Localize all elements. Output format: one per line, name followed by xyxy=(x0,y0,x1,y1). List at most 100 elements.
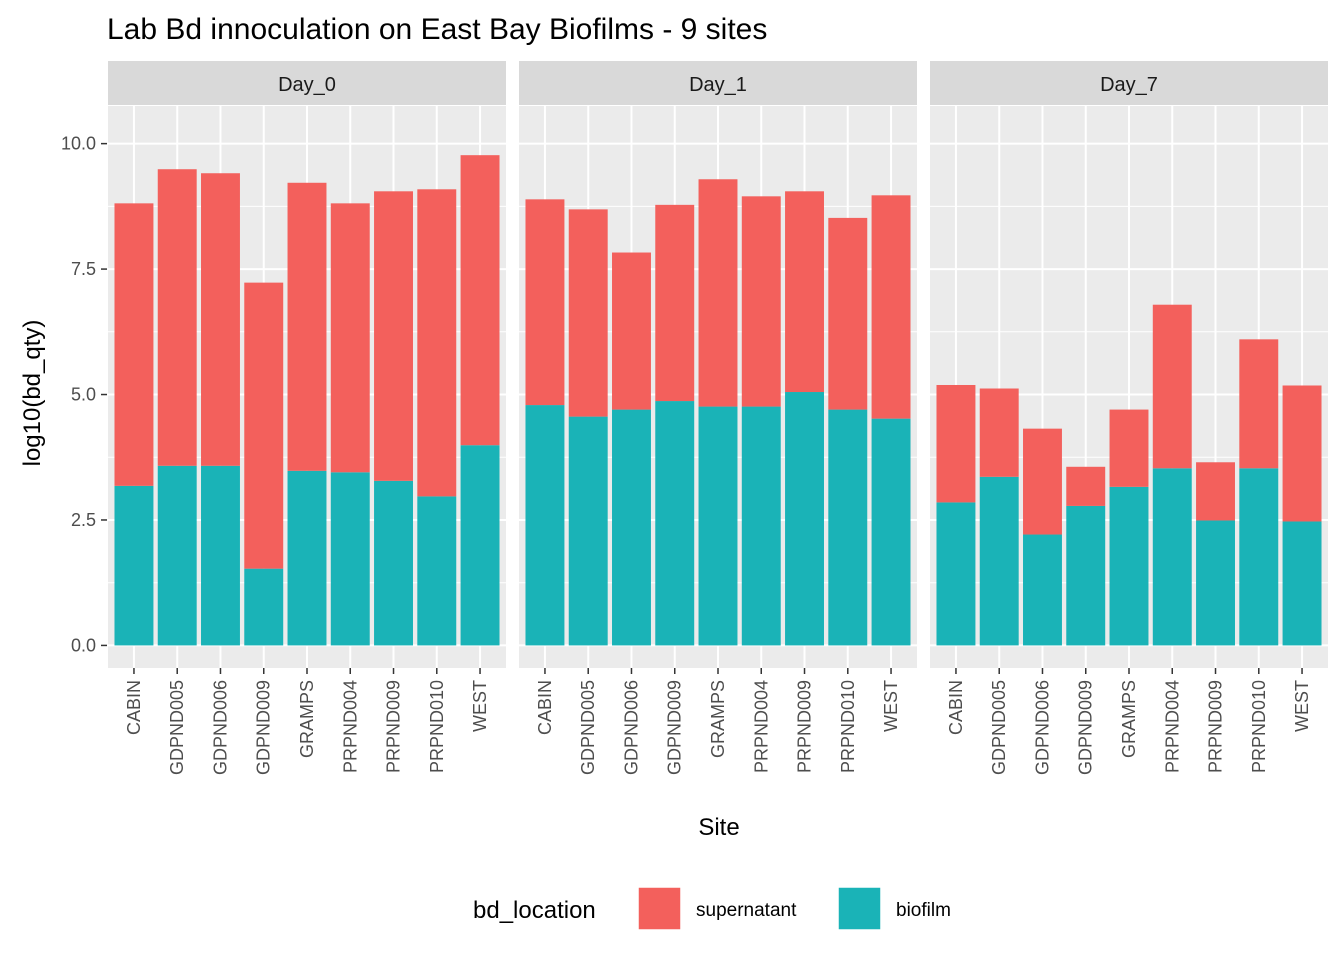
facet-strip-label: Day_0 xyxy=(278,74,336,96)
x-tick-label: WEST xyxy=(1292,680,1312,732)
bar-supernatant-gramps xyxy=(1109,409,1149,487)
facet-strip xyxy=(930,61,1328,105)
x-tick-label: GDPND006 xyxy=(621,680,641,775)
bar-supernatant-prpnd004 xyxy=(1152,304,1192,469)
bar-supernatant-west xyxy=(460,155,500,446)
y-tick-label: 5.0 xyxy=(71,385,96,405)
bar-biofilm-prpnd010 xyxy=(828,409,868,646)
y-tick-label: 0.0 xyxy=(71,635,96,655)
bar-biofilm-gdpnd006 xyxy=(201,465,240,646)
bar-supernatant-gdpnd009 xyxy=(1066,466,1106,506)
legend-key-supernatant xyxy=(637,886,682,931)
x-tick-label: GDPND005 xyxy=(989,680,1009,775)
x-tick-label: CABIN xyxy=(535,680,555,735)
facet-panel-day-1: Day_1 CABIN GDPND005 GDPND006 GDPND009 GRAMPS… xyxy=(519,61,917,775)
bar-biofilm-prpnd004 xyxy=(741,406,781,646)
bar-supernatant-prpnd010 xyxy=(417,189,457,497)
x-tick-label: PRPND009 xyxy=(384,680,404,773)
x-tick-label: WEST xyxy=(470,680,490,732)
x-tick-label: WEST xyxy=(881,680,901,732)
bar-supernatant-prpnd009 xyxy=(374,191,413,481)
y-tick-label: 2.5 xyxy=(71,510,96,530)
bar-supernatant-prpnd004 xyxy=(330,203,370,473)
bar-biofilm-prpnd004 xyxy=(330,472,370,646)
x-tick-label: PRPND004 xyxy=(1162,680,1182,773)
facet-panel-day-0: Day_0 CABIN GDPND005 GDPND006 GDPND009 GRAMPS… xyxy=(108,61,506,775)
bar-supernatant-prpnd004 xyxy=(741,196,781,407)
bar-supernatant-cabin xyxy=(936,384,976,503)
y-tick-label: 10.0 xyxy=(61,134,96,154)
bar-biofilm-gdpnd005 xyxy=(568,416,608,646)
bar-biofilm-prpnd010 xyxy=(417,496,457,646)
bar-supernatant-gramps xyxy=(698,179,738,407)
bar-biofilm-gdpnd009 xyxy=(244,568,284,646)
bar-supernatant-gramps xyxy=(287,182,327,471)
bar-biofilm-gramps xyxy=(698,406,738,646)
legend-key-biofilm xyxy=(837,886,882,931)
bar-supernatant-gdpnd006 xyxy=(612,252,651,410)
chart-title: Lab Bd innoculation on East Bay Biofilms… xyxy=(107,13,767,46)
x-axis-title: Site xyxy=(698,814,739,841)
bar-supernatant-gdpnd009 xyxy=(244,282,284,569)
bar-biofilm-cabin xyxy=(114,485,154,646)
legend: bd_location supernatant biofilm xyxy=(473,886,951,931)
bar-supernatant-gdpnd005 xyxy=(157,169,197,466)
bar-biofilm-cabin xyxy=(936,502,976,646)
x-tick-label: GDPND005 xyxy=(167,680,187,775)
bar-biofilm-gdpnd005 xyxy=(979,476,1019,646)
x-tick-label: GDPND006 xyxy=(1032,680,1052,775)
legend-label-supernatant: supernatant xyxy=(696,900,797,921)
bar-supernatant-prpnd010 xyxy=(1239,339,1279,469)
legend-title: bd_location xyxy=(473,897,596,924)
bar-supernatant-west xyxy=(871,195,911,419)
bar-biofilm-gdpnd009 xyxy=(1066,505,1106,646)
x-tick-label: GRAMPS xyxy=(1119,680,1139,758)
x-tick-label: PRPND009 xyxy=(795,680,815,773)
x-tick-label: GDPND009 xyxy=(665,680,685,775)
x-tick-label: GRAMPS xyxy=(297,680,317,758)
bar-biofilm-gdpnd009 xyxy=(655,401,695,646)
x-tick-label: GRAMPS xyxy=(708,680,728,758)
bar-biofilm-west xyxy=(871,418,911,646)
x-tick-label: GDPND005 xyxy=(578,680,598,775)
bar-supernatant-prpnd009 xyxy=(1196,462,1235,521)
bar-supernatant-cabin xyxy=(525,199,565,406)
facet-strip xyxy=(519,61,917,105)
facet-strip-label: Day_7 xyxy=(1100,74,1158,96)
x-tick-label: GDPND009 xyxy=(1076,680,1096,775)
bar-biofilm-gdpnd005 xyxy=(157,465,197,646)
bar-supernatant-prpnd010 xyxy=(828,217,868,410)
bar-biofilm-prpnd009 xyxy=(374,480,413,646)
x-tick-label: PRPND010 xyxy=(427,680,447,773)
facet-strip-label: Day_1 xyxy=(689,74,747,96)
bar-supernatant-gdpnd005 xyxy=(568,209,608,417)
x-tick-label: PRPND004 xyxy=(751,680,771,773)
bar-biofilm-prpnd009 xyxy=(785,392,824,646)
legend-label-biofilm: biofilm xyxy=(896,900,951,921)
bar-biofilm-prpnd010 xyxy=(1239,468,1279,646)
facet-panel-day-7: Day_7 CABIN GDPND005 GDPND006 GDPND009 GRAMPS… xyxy=(930,61,1328,775)
x-tick-label: CABIN xyxy=(946,680,966,735)
bar-supernatant-gdpnd005 xyxy=(979,388,1019,477)
bar-supernatant-gdpnd006 xyxy=(1023,428,1062,535)
bar-biofilm-west xyxy=(460,445,500,646)
bar-biofilm-prpnd004 xyxy=(1152,468,1192,646)
bar-biofilm-cabin xyxy=(525,405,565,646)
x-tick-label: PRPND009 xyxy=(1206,680,1226,773)
bar-biofilm-gramps xyxy=(287,470,327,646)
bar-supernatant-gdpnd009 xyxy=(655,204,695,402)
bar-supernatant-cabin xyxy=(114,203,154,486)
y-axis: 0.0 2.5 5.0 7.5 10.0 xyxy=(61,134,107,655)
bar-supernatant-west xyxy=(1282,385,1322,522)
facet-strip xyxy=(108,61,506,105)
x-tick-label: GDPND009 xyxy=(254,680,274,775)
bar-supernatant-gdpnd006 xyxy=(201,173,240,466)
bar-biofilm-west xyxy=(1282,521,1322,646)
x-tick-label: GDPND006 xyxy=(210,680,230,775)
y-axis-title: log10(bd_qty) xyxy=(19,320,46,467)
bar-biofilm-gramps xyxy=(1109,486,1149,646)
bar-supernatant-prpnd009 xyxy=(785,191,824,393)
x-tick-label: CABIN xyxy=(124,680,144,735)
bar-biofilm-gdpnd006 xyxy=(1023,534,1062,646)
